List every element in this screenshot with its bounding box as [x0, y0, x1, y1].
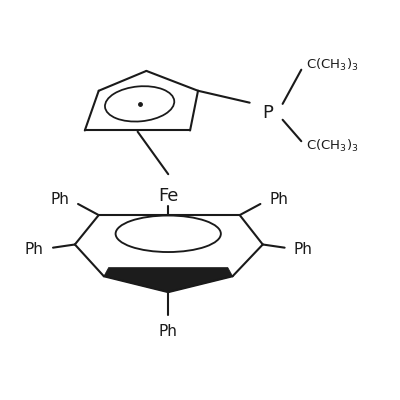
Text: Fe: Fe: [158, 187, 178, 205]
Text: Ph: Ph: [159, 324, 178, 338]
Text: Ph: Ph: [50, 192, 69, 208]
Text: Ph: Ph: [269, 192, 288, 208]
Text: P: P: [262, 104, 273, 122]
Text: C(CH$_3$)$_3$: C(CH$_3$)$_3$: [306, 57, 359, 73]
Polygon shape: [104, 268, 232, 292]
Text: Ph: Ph: [294, 242, 313, 257]
Text: Ph: Ph: [25, 242, 44, 257]
Text: C(CH$_3$)$_3$: C(CH$_3$)$_3$: [306, 138, 359, 154]
